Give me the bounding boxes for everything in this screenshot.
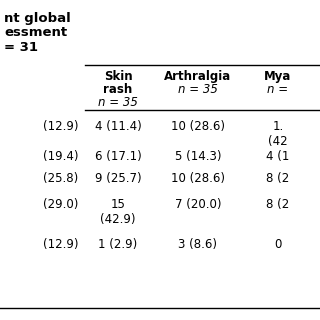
Text: (12.9): (12.9) bbox=[43, 120, 78, 133]
Text: (19.4): (19.4) bbox=[43, 150, 78, 163]
Text: 8 (2: 8 (2 bbox=[266, 172, 290, 185]
Text: 7 (20.0): 7 (20.0) bbox=[175, 198, 221, 211]
Text: Arthralgia: Arthralgia bbox=[164, 70, 232, 83]
Text: n = 35: n = 35 bbox=[178, 83, 218, 96]
Text: 1.
(42: 1. (42 bbox=[268, 120, 288, 148]
Text: 3 (8.6): 3 (8.6) bbox=[179, 238, 218, 251]
Text: 6 (17.1): 6 (17.1) bbox=[95, 150, 141, 163]
Text: 4 (1: 4 (1 bbox=[266, 150, 290, 163]
Text: 10 (28.6): 10 (28.6) bbox=[171, 172, 225, 185]
Text: 9 (25.7): 9 (25.7) bbox=[95, 172, 141, 185]
Text: = 31: = 31 bbox=[4, 41, 38, 54]
Text: 15
(42.9): 15 (42.9) bbox=[100, 198, 136, 226]
Text: 8 (2: 8 (2 bbox=[266, 198, 290, 211]
Text: Mya: Mya bbox=[264, 70, 292, 83]
Text: 10 (28.6): 10 (28.6) bbox=[171, 120, 225, 133]
Text: nt global: nt global bbox=[4, 12, 71, 25]
Text: 5 (14.3): 5 (14.3) bbox=[175, 150, 221, 163]
Text: essment: essment bbox=[4, 26, 67, 39]
Text: Skin: Skin bbox=[104, 70, 132, 83]
Text: n = 35: n = 35 bbox=[98, 96, 138, 109]
Text: (25.8): (25.8) bbox=[43, 172, 78, 185]
Text: rash: rash bbox=[103, 83, 132, 96]
Text: (29.0): (29.0) bbox=[43, 198, 78, 211]
Text: 1 (2.9): 1 (2.9) bbox=[98, 238, 138, 251]
Text: 0: 0 bbox=[274, 238, 282, 251]
Text: n =: n = bbox=[268, 83, 289, 96]
Text: (12.9): (12.9) bbox=[43, 238, 78, 251]
Text: 4 (11.4): 4 (11.4) bbox=[95, 120, 141, 133]
